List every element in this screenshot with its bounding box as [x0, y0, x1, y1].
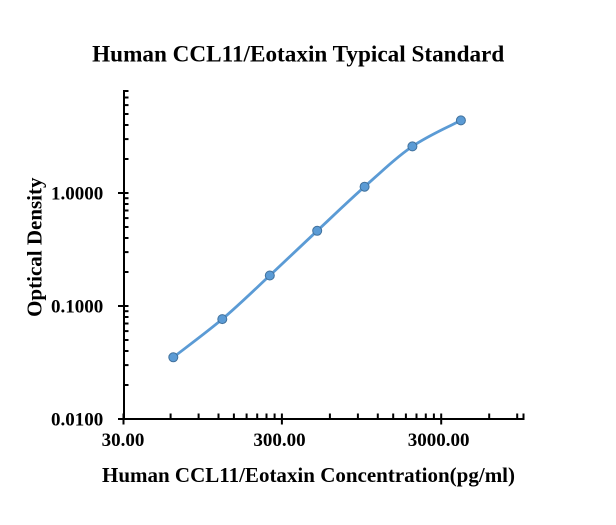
svg-text:Human CCL11/Eotaxin Typical St: Human CCL11/Eotaxin Typical Standard	[92, 42, 504, 68]
svg-text:300.00: 300.00	[253, 430, 305, 451]
svg-text:3000.00: 3000.00	[408, 430, 470, 451]
svg-text:30.00: 30.00	[102, 430, 145, 451]
svg-text:1.0000: 1.0000	[51, 183, 103, 204]
svg-text:0.1000: 0.1000	[51, 296, 103, 317]
svg-text:Optical Density: Optical Density	[23, 177, 47, 317]
svg-text:Human CCL11/Eotaxin Concentrat: Human CCL11/Eotaxin Concentration(pg/ml)	[102, 463, 515, 487]
svg-text:0.0100: 0.0100	[51, 409, 103, 430]
